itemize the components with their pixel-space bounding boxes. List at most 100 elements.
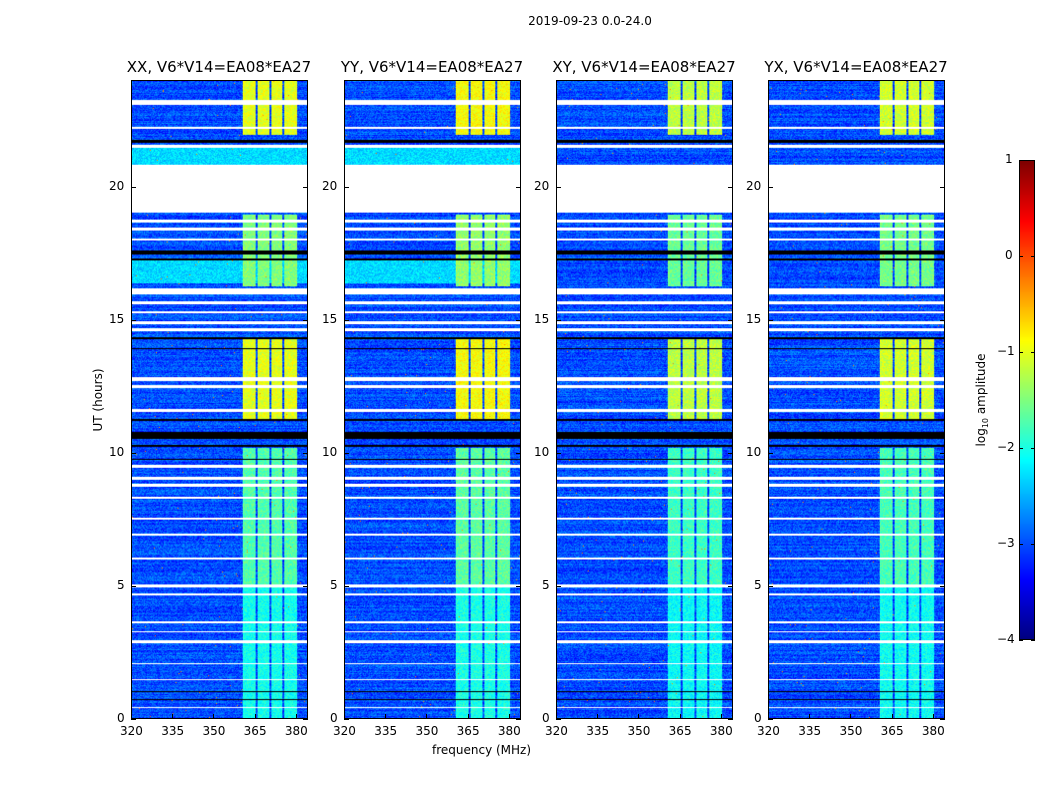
colorbar-tick-label: −4 (997, 632, 1015, 646)
y-tick-mark (344, 186, 349, 188)
y-tick-mark (344, 319, 349, 321)
y-tick-mark (131, 452, 136, 454)
x-tick-label: 380 (921, 724, 945, 738)
y-tick-mark (556, 452, 561, 454)
x-tick-label: 380 (497, 724, 521, 738)
panel-title: XX, V6*V14=EA08*EA27 (126, 58, 312, 76)
colorbar-tick-mark (1019, 544, 1023, 545)
x-tick-mark (213, 714, 215, 719)
x-tick-label: 350 (415, 724, 439, 738)
x-tick-label: 380 (284, 724, 308, 738)
x-tick-mark (768, 714, 769, 719)
heatmap-image (132, 81, 307, 718)
heatmap-image (769, 81, 944, 718)
y-tick-mark (516, 319, 521, 321)
y-tick-label: 0 (117, 711, 125, 725)
colorbar-tick-mark (1031, 352, 1035, 353)
colorbar-tick-mark (1031, 256, 1035, 257)
y-tick-mark (940, 719, 945, 720)
x-tick-mark (932, 714, 934, 719)
panel-title: YY, V6*V14=EA08*EA27 (340, 58, 524, 76)
colorbar-label: log10 amplitude (973, 353, 991, 447)
y-tick-label: 5 (117, 577, 125, 592)
x-tick-label: 365 (456, 724, 480, 738)
y-tick-mark (303, 452, 308, 454)
y-tick-label: 5 (330, 577, 338, 592)
y-tick-mark (556, 186, 561, 188)
x-tick-mark (809, 714, 811, 719)
colorbar-tick-label: 1 (1005, 152, 1013, 166)
y-tick-mark (768, 452, 773, 454)
figure-title: 2019-09-23 0.0-24.0 (528, 14, 652, 28)
colorbar-tick-label: −3 (997, 536, 1015, 550)
y-tick-label: 10 (322, 444, 338, 459)
y-tick-label: 0 (542, 711, 550, 725)
colorbar-tick-mark (1019, 160, 1023, 161)
x-tick-label: 320 (757, 724, 780, 738)
y-tick-mark (728, 719, 733, 720)
x-tick-mark (172, 714, 174, 719)
y-tick-mark (344, 452, 349, 454)
y-tick-label: 20 (109, 178, 125, 193)
x-tick-mark (597, 714, 599, 719)
y-tick-label: 10 (746, 444, 762, 459)
y-tick-label: 5 (754, 577, 762, 592)
colorbar-tick-mark (1019, 448, 1023, 449)
x-tick-label: 380 (709, 724, 733, 738)
y-tick-mark (556, 585, 561, 587)
x-tick-mark (679, 714, 681, 719)
heatmap-image (557, 81, 732, 718)
x-tick-label: 335 (798, 724, 822, 738)
y-tick-mark (728, 585, 733, 587)
x-axis-label: frequency (MHz) (432, 743, 532, 757)
x-tick-mark (131, 714, 132, 719)
x-tick-mark (426, 714, 428, 719)
x-tick-label: 335 (586, 724, 610, 738)
x-tick-mark (344, 714, 345, 719)
x-tick-label: 365 (243, 724, 267, 738)
x-tick-mark (556, 714, 557, 719)
y-tick-label: 15 (109, 311, 125, 326)
y-tick-label: 20 (746, 178, 762, 193)
y-tick-mark (768, 719, 773, 720)
x-tick-mark (891, 714, 893, 719)
y-tick-mark (728, 319, 733, 321)
y-tick-mark (940, 186, 945, 188)
y-tick-mark (303, 719, 308, 720)
colorbar-tick-mark (1031, 160, 1035, 161)
y-tick-label: 0 (330, 711, 338, 725)
x-tick-label: 350 (202, 724, 226, 738)
x-tick-mark (850, 714, 852, 719)
y-axis-label: UT (hours) (91, 368, 105, 432)
x-tick-label: 320 (333, 724, 356, 738)
y-tick-mark (940, 585, 945, 587)
y-tick-mark (131, 319, 136, 321)
y-tick-mark (303, 186, 308, 188)
y-tick-label: 20 (322, 178, 338, 193)
colorbar-tick-label: −2 (997, 440, 1015, 454)
y-tick-mark (131, 585, 136, 587)
y-tick-label: 0 (754, 711, 762, 725)
y-tick-mark (768, 319, 773, 321)
y-tick-label: 15 (534, 311, 550, 326)
y-tick-mark (728, 186, 733, 188)
y-tick-mark (556, 719, 561, 720)
y-tick-mark (303, 319, 308, 321)
colorbar-tick-label: 0 (1005, 248, 1013, 262)
x-tick-mark (638, 714, 640, 719)
heatmap-panel-2 (556, 80, 733, 719)
y-tick-mark (768, 186, 773, 188)
y-tick-label: 10 (534, 444, 550, 459)
y-tick-mark (516, 719, 521, 720)
y-tick-mark (768, 585, 773, 587)
colorbar (1019, 160, 1035, 640)
x-tick-label: 335 (374, 724, 398, 738)
colorbar-tick-mark (1031, 544, 1035, 545)
x-tick-label: 365 (668, 724, 692, 738)
y-tick-mark (131, 186, 136, 188)
x-tick-mark (467, 714, 469, 719)
x-tick-mark (720, 714, 722, 719)
y-tick-mark (940, 452, 945, 454)
x-tick-label: 365 (880, 724, 904, 738)
